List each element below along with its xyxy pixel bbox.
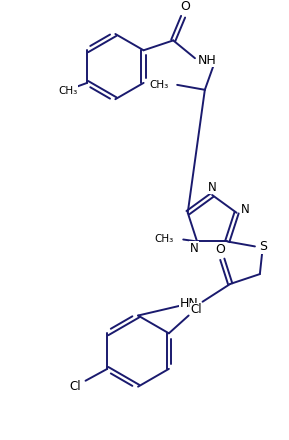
Text: N: N: [208, 180, 216, 194]
Text: CH₃: CH₃: [154, 234, 173, 243]
Text: HN: HN: [179, 297, 198, 310]
Text: CH₃: CH₃: [149, 80, 168, 90]
Text: O: O: [215, 243, 225, 256]
Text: CH₃: CH₃: [58, 86, 78, 96]
Text: S: S: [259, 240, 267, 253]
Text: NH: NH: [197, 54, 216, 67]
Text: N: N: [241, 203, 250, 216]
Text: N: N: [190, 242, 199, 255]
Text: Cl: Cl: [191, 303, 202, 316]
Text: O: O: [180, 0, 190, 13]
Text: Cl: Cl: [70, 380, 81, 393]
